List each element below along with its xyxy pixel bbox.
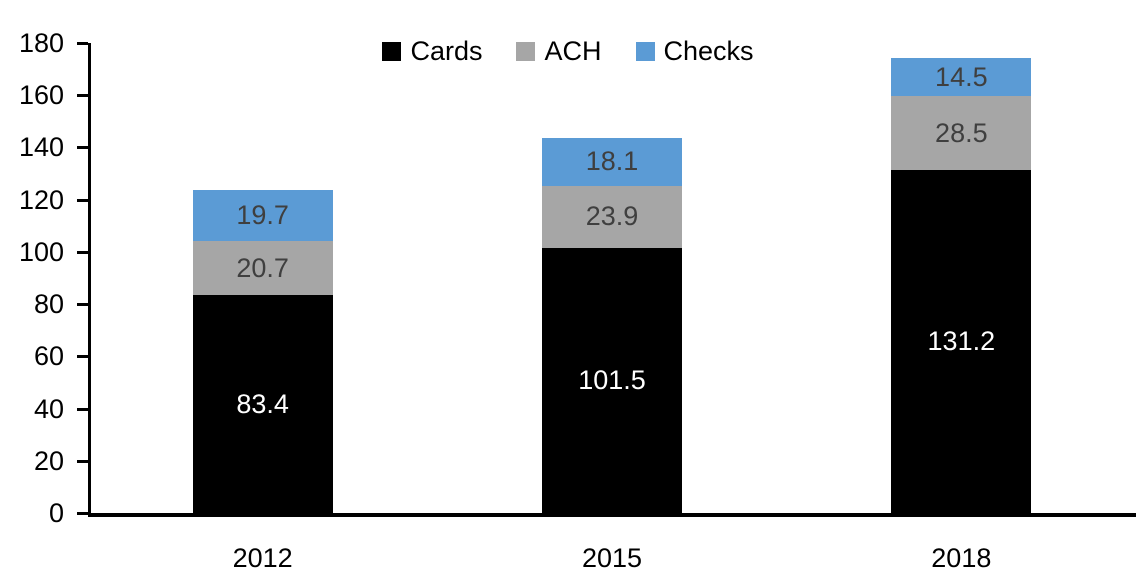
legend-item-ach: ACH <box>516 36 602 66</box>
x-axis-label-2012: 2012 <box>232 543 293 573</box>
bar-value-label: 19.7 <box>236 199 289 230</box>
y-tick-label: 140 <box>18 132 64 163</box>
bar-value-label: 131.2 <box>927 326 996 357</box>
y-tick-label: 20 <box>33 445 64 476</box>
y-tick-mark <box>77 94 88 98</box>
x-axis-label-2018: 2018 <box>931 543 992 573</box>
bar-value-label: 14.5 <box>935 61 988 92</box>
legend-label: Checks <box>663 36 754 66</box>
y-tick-mark <box>77 512 88 515</box>
bar-value-label: 18.1 <box>585 146 639 177</box>
bar-segment-ach-2015: 23.9 <box>542 185 682 248</box>
legend-label: Cards <box>410 36 483 66</box>
bar-segment-ach-2018: 28.5 <box>891 96 1032 171</box>
legend-label: ACH <box>544 36 602 66</box>
chart-legend: Cards ACH Checks <box>0 38 1136 65</box>
y-tick-mark <box>77 407 88 411</box>
y-tick-mark <box>77 355 88 359</box>
bar-segment-cards-2018: 131.2 <box>891 170 1032 513</box>
bar-value-label: 20.7 <box>236 252 289 283</box>
bar-segment-cards-2015: 101.5 <box>542 247 682 513</box>
bar-segment-ach-2012: 20.7 <box>192 241 333 296</box>
y-tick-mark <box>77 146 88 150</box>
y-tick-label: 180 <box>18 28 64 58</box>
x-axis-label-2015: 2015 <box>581 543 643 573</box>
y-tick-label: 60 <box>33 341 64 372</box>
y-tick-label: 120 <box>18 184 64 215</box>
bar-value-label: 28.5 <box>935 117 988 148</box>
bar-value-label: 83.4 <box>236 388 289 419</box>
legend-item-checks: Checks <box>635 36 754 66</box>
y-tick-label: 40 <box>33 393 64 424</box>
y-tick-label: 0 <box>48 498 64 528</box>
bar-segment-checks-2012: 19.7 <box>192 189 333 242</box>
y-tick-mark <box>77 198 88 202</box>
y-tick-mark <box>77 303 88 307</box>
legend-swatch-icon <box>382 42 402 61</box>
x-axis-line <box>88 513 1136 517</box>
legend-swatch-icon <box>635 42 655 61</box>
bar-segment-checks-2015: 18.1 <box>542 138 682 186</box>
bar-value-label: 23.9 <box>585 201 639 232</box>
y-axis-line <box>88 43 91 517</box>
y-tick-mark <box>77 42 88 45</box>
y-tick-label: 100 <box>18 236 64 267</box>
y-tick-label: 160 <box>18 80 64 111</box>
bar-segment-checks-2018: 14.5 <box>891 58 1032 96</box>
bar-segment-cards-2012: 83.4 <box>192 295 333 513</box>
y-tick-mark <box>77 459 88 463</box>
legend-swatch-icon <box>516 42 536 61</box>
legend-item-cards: Cards <box>382 38 482 65</box>
y-tick-mark <box>77 250 88 254</box>
bar-value-label: 101.5 <box>578 364 646 395</box>
y-tick-label: 80 <box>33 289 64 320</box>
